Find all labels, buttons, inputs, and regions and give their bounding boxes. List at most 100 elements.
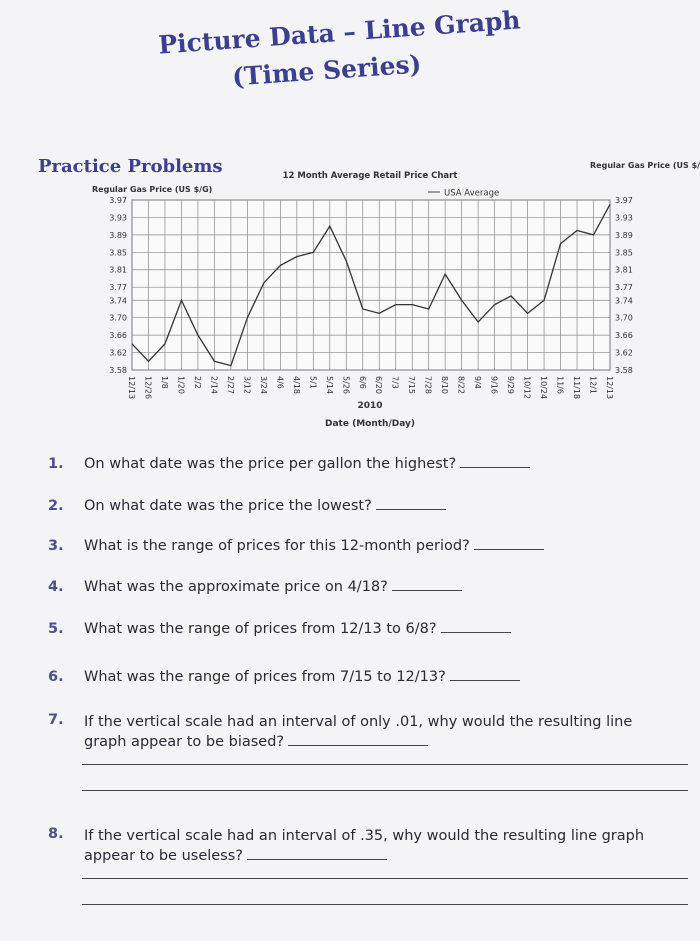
x-axis-label: Date (Month/Day) xyxy=(325,419,415,429)
y-tick-label: 3.85 xyxy=(109,248,127,257)
question: 4. What was the approximate price on 4/18… xyxy=(48,578,668,595)
answer-blank xyxy=(375,497,446,510)
x-tick-label: 4/18 xyxy=(292,376,301,394)
y2-tick-label: 3.62 xyxy=(615,349,633,358)
answer-blank xyxy=(473,537,544,550)
question-number: 2. xyxy=(48,498,64,514)
line-chart: 12 Month Average Retail Price Chart USA … xyxy=(92,161,700,429)
question: 1. On what date was the price per gallon … xyxy=(48,455,668,472)
answer-blank xyxy=(288,733,429,746)
section-heading: Practice Problems xyxy=(38,156,223,177)
page-subtitle: (Time Series) xyxy=(231,49,423,92)
answer-blank xyxy=(460,455,531,468)
x-axis-year: 2010 xyxy=(357,401,382,411)
question-number: 7. xyxy=(48,712,64,728)
y2-tick-label: 3.66 xyxy=(615,331,633,340)
question-number: 1. xyxy=(48,456,64,472)
x-tick-label: 1/8 xyxy=(160,376,169,389)
answer-line xyxy=(82,878,688,879)
x-tick-label: 11/6 xyxy=(556,376,565,394)
question-text: What was the range of prices from 7/15 t… xyxy=(84,669,520,685)
y2-tick-label: 3.77 xyxy=(615,283,633,292)
y-tick-label: 3.81 xyxy=(109,266,127,275)
answer-line xyxy=(82,790,688,791)
y2-tick-label: 3.58 xyxy=(615,366,633,375)
x-tick-label: 8/10 xyxy=(440,376,449,394)
question: 8. If the vertical scale had an interval … xyxy=(48,826,668,866)
y-tick-label: 3.62 xyxy=(109,349,127,358)
y-tick-label: 3.70 xyxy=(109,314,127,323)
y2-tick-label: 3.85 xyxy=(615,248,633,257)
question-text: What was the approximate price on 4/18? xyxy=(84,579,462,595)
x-tick-label: 4/6 xyxy=(275,376,284,389)
question-number: 3. xyxy=(48,538,64,554)
question: 3. What is the range of prices for this 1… xyxy=(48,537,668,554)
x-tick-label: 5/26 xyxy=(341,376,350,394)
y-tick-label: 3.93 xyxy=(109,213,127,222)
question-number: 8. xyxy=(48,826,64,842)
y-tick-label: 3.97 xyxy=(109,196,127,205)
x-tick-label: 7/28 xyxy=(424,376,433,394)
question-number: 4. xyxy=(48,579,64,595)
x-tick-label: 11/18 xyxy=(572,376,581,399)
y2-tick-label: 3.97 xyxy=(615,196,633,205)
y2-tick-label: 3.70 xyxy=(615,314,633,323)
question-text: What was the range of prices from 12/13 … xyxy=(84,621,511,637)
question-text: What is the range of prices for this 12-… xyxy=(84,538,544,554)
answer-line xyxy=(82,904,688,905)
x-tick-label: 12/13 xyxy=(605,376,614,399)
question-text: If the vertical scale had an interval of… xyxy=(84,828,645,864)
x-tick-label: 2/14 xyxy=(209,376,218,394)
y-tick-label: 3.74 xyxy=(109,296,127,305)
x-tick-label: 5/14 xyxy=(325,376,334,394)
y2-tick-label: 3.74 xyxy=(615,296,633,305)
question-number: 5. xyxy=(48,621,64,637)
x-tick-label: 6/6 xyxy=(358,376,367,389)
x-tick-label: 2/2 xyxy=(193,376,202,389)
x-tick-label: 12/1 xyxy=(589,376,598,394)
y-tick-label: 3.66 xyxy=(109,331,127,340)
answer-blank xyxy=(247,847,387,860)
x-tick-label: 3/24 xyxy=(259,376,268,394)
y2-tick-label: 3.89 xyxy=(615,231,633,240)
x-tick-label: 10/12 xyxy=(523,376,532,399)
question-number: 6. xyxy=(48,669,64,685)
answer-blank xyxy=(391,578,462,591)
x-tick-label: 12/26 xyxy=(143,376,152,399)
answer-blank xyxy=(449,668,520,681)
x-tick-label: 2/27 xyxy=(226,376,235,394)
x-tick-label: 1/20 xyxy=(176,376,185,394)
plot-frame xyxy=(131,199,611,371)
question: 5. What was the range of prices from 12/1… xyxy=(48,620,668,637)
x-tick-label: 7/3 xyxy=(391,376,400,389)
question: 7. If the vertical scale had an interval … xyxy=(48,712,668,752)
legend-label: USA Average xyxy=(444,189,499,199)
x-tick-label: 9/4 xyxy=(473,376,482,389)
x-tick-label: 9/29 xyxy=(506,376,515,394)
page-title: Picture Data – Line Graph xyxy=(157,5,522,60)
chart-title: 12 Month Average Retail Price Chart xyxy=(283,171,458,181)
price-line xyxy=(131,204,611,367)
y2-tick-label: 3.81 xyxy=(615,266,633,275)
x-tick-label: 10/24 xyxy=(539,376,548,399)
y-axis-label: Regular Gas Price (US $/G) xyxy=(92,185,212,194)
x-tick-label: 9/16 xyxy=(490,376,499,394)
x-tick-label: 6/20 xyxy=(374,376,383,394)
y-tick-label: 3.77 xyxy=(109,283,127,292)
answer-blank xyxy=(440,620,511,633)
y-tick-label: 3.89 xyxy=(109,231,127,240)
x-tick-label: 8/22 xyxy=(457,376,466,394)
question: 2. On what date was the price the lowest? xyxy=(48,497,668,514)
question-text: On what date was the price the lowest? xyxy=(84,498,446,514)
y-tick-label: 3.58 xyxy=(109,366,127,375)
question-text: If the vertical scale had an interval of… xyxy=(84,714,633,750)
x-tick-label: 7/15 xyxy=(407,376,416,394)
y2-axis-label: Regular Gas Price (US $/G) xyxy=(590,161,700,170)
question: 6. What was the range of prices from 7/15… xyxy=(48,668,668,685)
answer-line xyxy=(82,764,688,765)
question-text: On what date was the price per gallon th… xyxy=(84,455,531,472)
y2-tick-label: 3.93 xyxy=(615,213,633,222)
x-tick-label: 12/13 xyxy=(127,376,136,399)
x-tick-label: 3/12 xyxy=(242,376,251,394)
